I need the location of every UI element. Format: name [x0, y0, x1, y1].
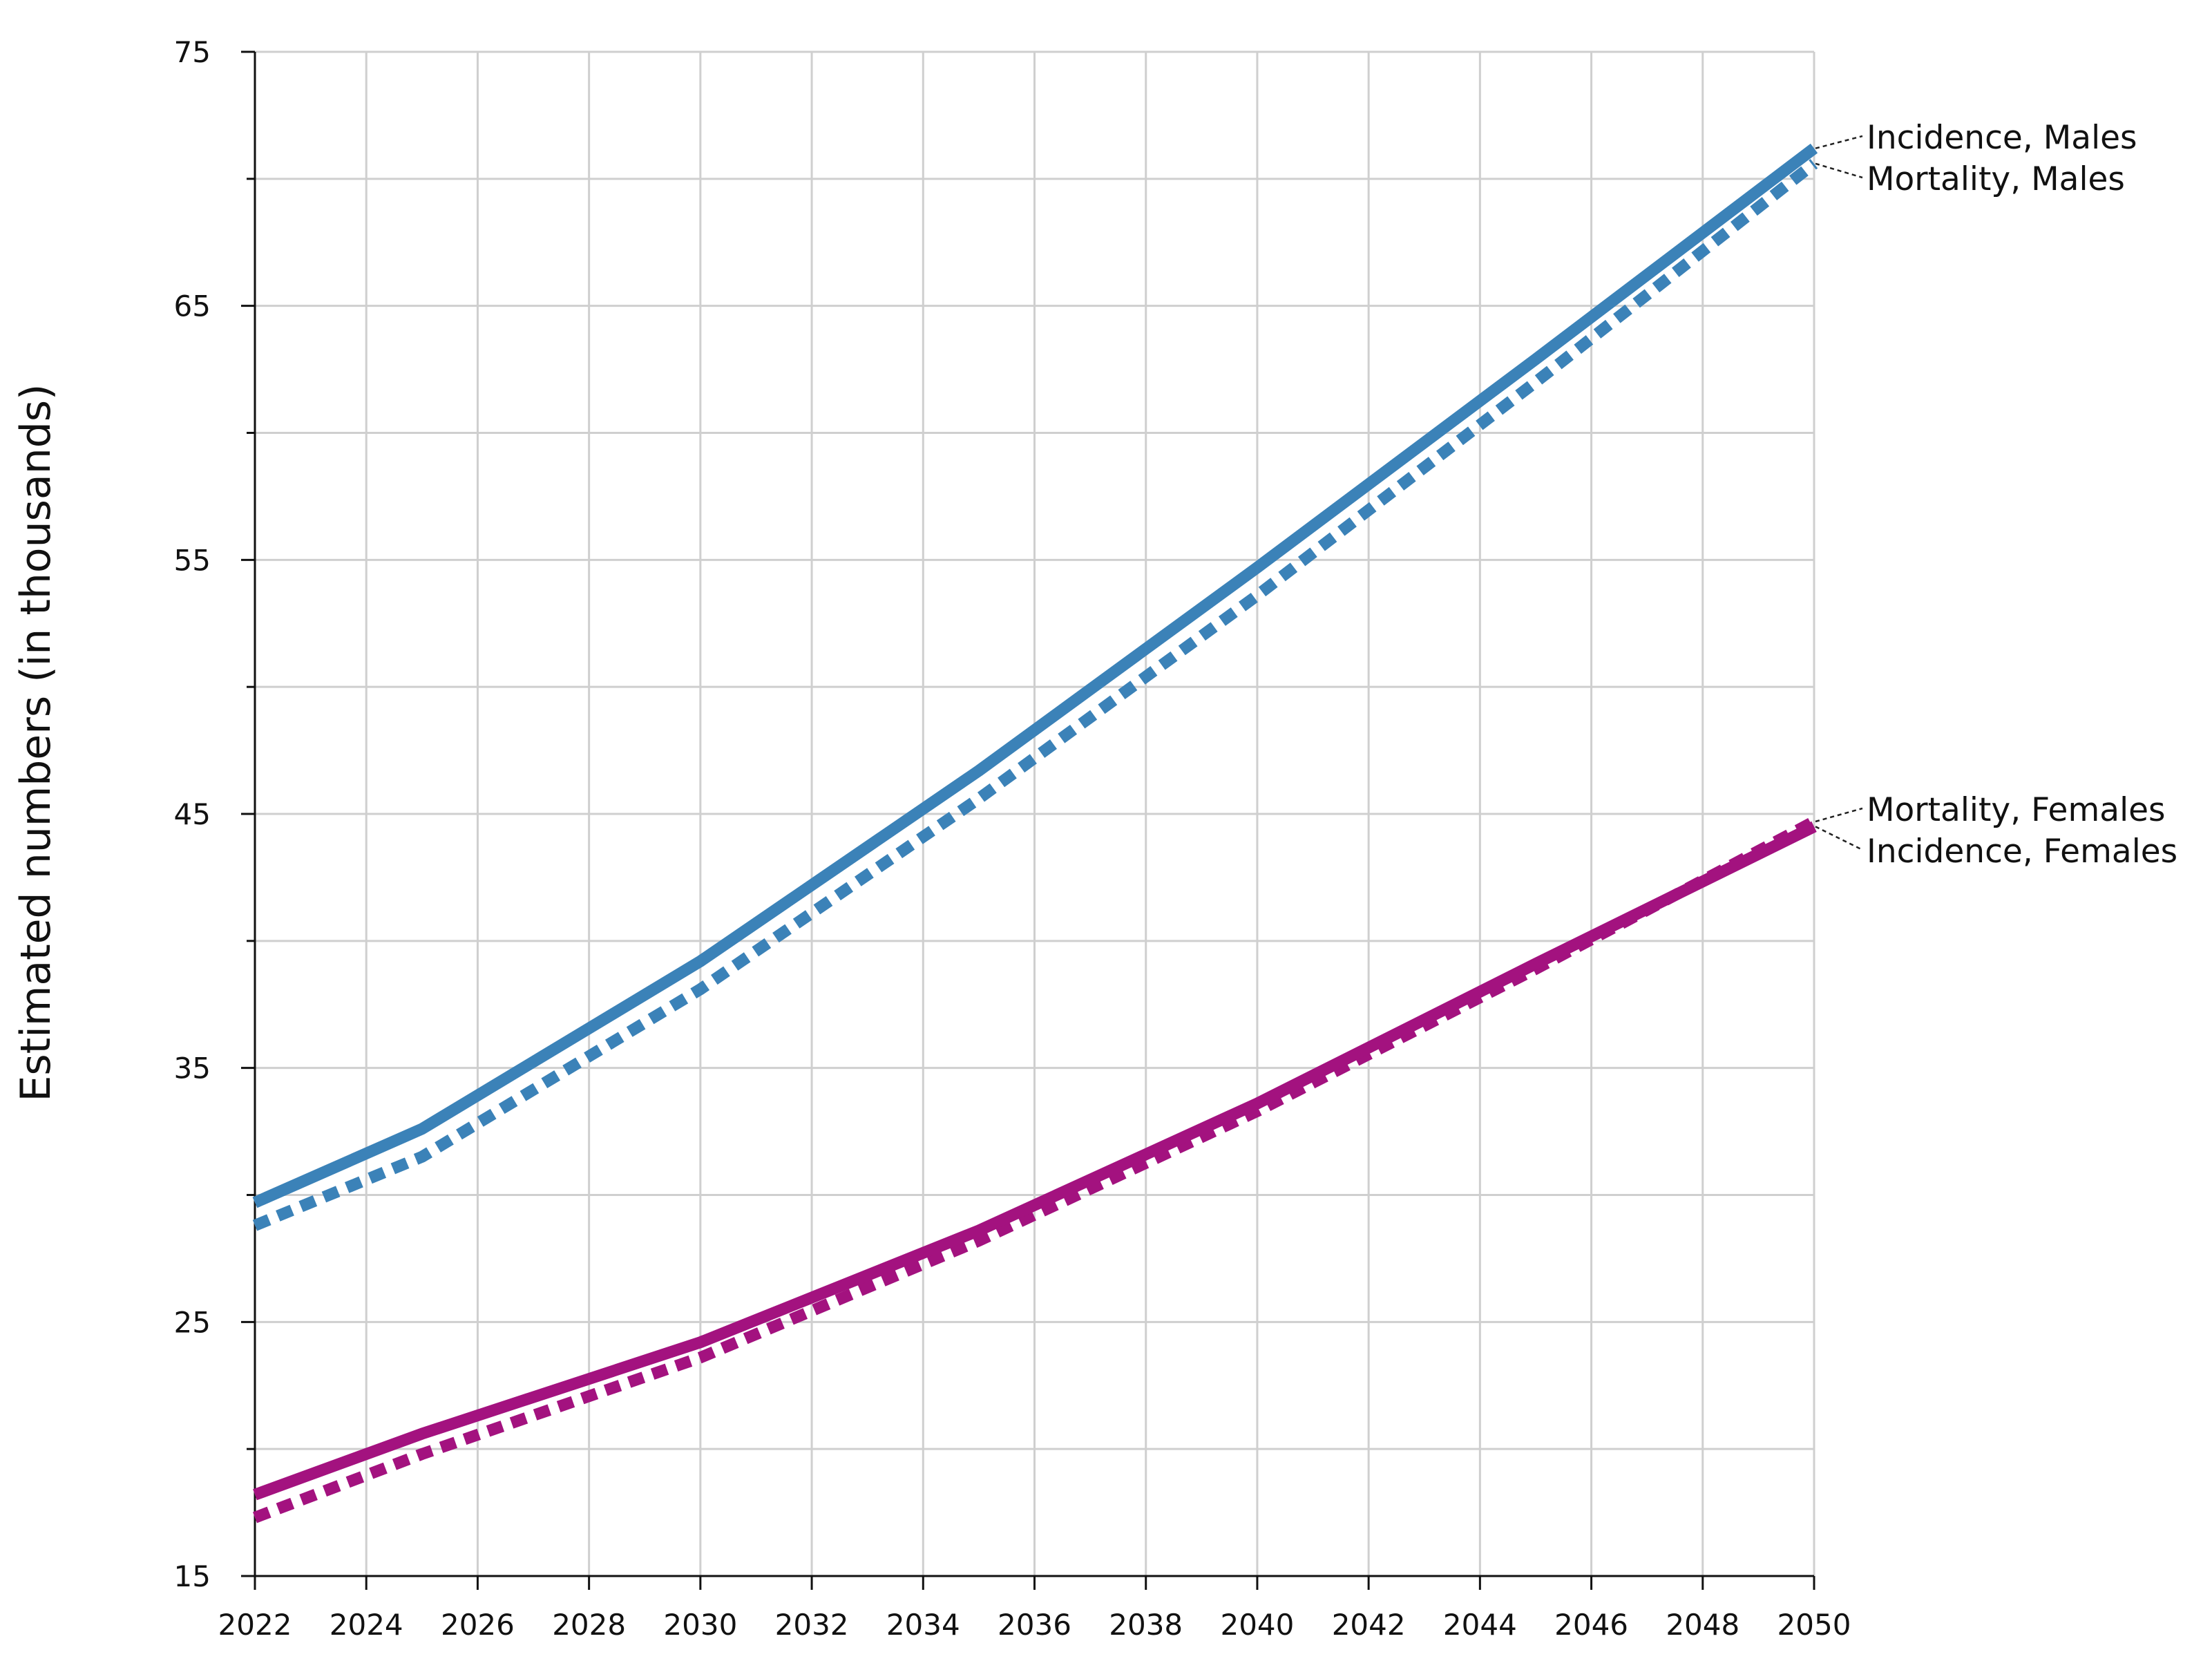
x-tick-label-2048: 2048 — [1666, 1608, 1739, 1642]
x-tick-label-2028: 2028 — [552, 1608, 626, 1642]
axes — [241, 50, 1815, 1590]
y-tick-label-75: 75 — [174, 35, 211, 69]
series-line-1 — [252, 159, 1818, 1231]
x-tick-label-2046: 2046 — [1554, 1608, 1628, 1642]
series-leader-1 — [1815, 162, 1863, 179]
series-line-0 — [252, 143, 1818, 1208]
x-tick-label-2042: 2042 — [1332, 1608, 1406, 1642]
series-label-0: Incidence, Males — [1867, 119, 2137, 157]
series-lines — [252, 143, 1818, 1524]
x-tick-label-2022: 2022 — [218, 1608, 292, 1642]
x-tick-label-2030: 2030 — [663, 1608, 737, 1642]
y-tick-label-65: 65 — [174, 290, 211, 323]
series-label-3: Incidence, Females — [1867, 833, 2177, 871]
series-label-2: Mortality, Females — [1867, 791, 2166, 829]
series-leader-3 — [1815, 826, 1863, 851]
series-leader-0 — [1815, 135, 1863, 149]
grid — [255, 50, 1815, 1576]
y-axis-title: Estimated numbers (in thousands) — [12, 384, 60, 1102]
x-tick-label-2038: 2038 — [1109, 1608, 1183, 1642]
x-tick-label-2024: 2024 — [330, 1608, 403, 1642]
x-tick-label-2032: 2032 — [775, 1608, 849, 1642]
y-tick-label-25: 25 — [174, 1305, 211, 1339]
series-line-3 — [253, 821, 1817, 1501]
x-tick-label-2034: 2034 — [886, 1608, 960, 1642]
x-tick-label-2040: 2040 — [1220, 1608, 1294, 1642]
y-tick-label-35: 35 — [174, 1052, 211, 1085]
series-leader-2 — [1815, 807, 1863, 823]
y-tick-label-45: 45 — [174, 797, 211, 831]
x-tick-label-2036: 2036 — [998, 1608, 1071, 1642]
series-label-1: Mortality, Males — [1867, 160, 2125, 198]
x-tick-label-2044: 2044 — [1443, 1608, 1517, 1642]
tick-labels: 15 25 35 45 55 65 75 2022 2024 2026 2028 2030 2032 20… — [174, 35, 1851, 1642]
y-tick-label-55: 55 — [174, 543, 211, 577]
x-tick-label-2050: 2050 — [1777, 1608, 1851, 1642]
y-tick-label-15: 15 — [174, 1559, 211, 1593]
x-tick-label-2026: 2026 — [441, 1608, 515, 1642]
